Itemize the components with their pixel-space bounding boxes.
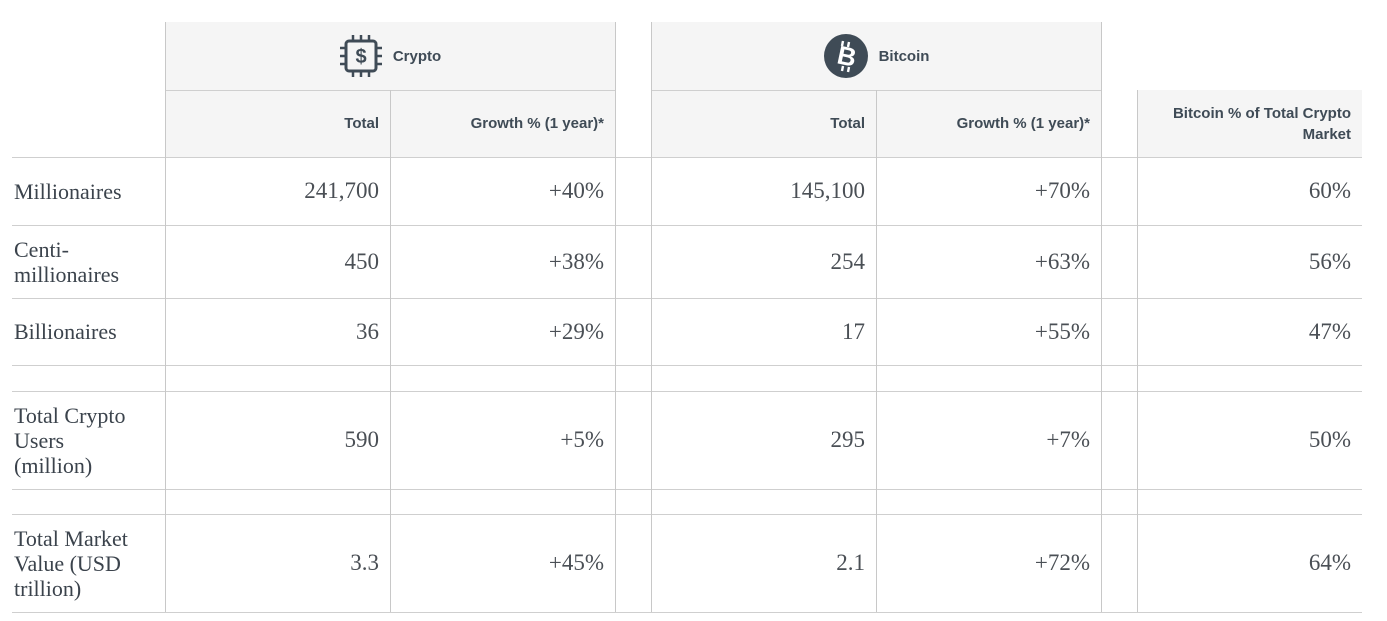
table-cell: +70% [1034,178,1090,203]
crypto-group-title: $ Crypto [165,22,615,90]
table-cell: 17 [842,318,865,344]
bitcoin-group-title: B Bitcoin [651,22,1101,90]
bitcoin-icon: B [823,33,869,79]
table-cell: 50% [1308,427,1351,452]
table-cell: 254 [830,248,866,274]
col-bitcoin-share: Bitcoin % of Total Crypto Market [1172,104,1351,143]
divider [12,157,1362,158]
table-cell: 47% [1308,318,1351,344]
table-cell: 56% [1308,248,1351,274]
table-cell: +5% [560,427,604,452]
col-crypto-growth: Growth % (1 year)* [470,115,604,132]
chip-dollar-icon: $ [339,34,383,78]
divider [12,298,1362,299]
divider [12,489,1362,490]
divider [12,612,1362,613]
table-cell: +45% [548,550,604,575]
table-cell: 64% [1308,550,1351,575]
svg-text:$: $ [355,46,366,68]
divider [876,90,877,612]
row-label: Centi-millionaires [14,236,120,287]
table-cell: 295 [830,427,866,452]
table-cell: 2.1 [836,550,865,575]
table-cell: +38% [548,248,604,274]
table-cell: 3.3 [350,550,379,575]
divider [12,225,1362,226]
table-cell: +7% [1046,427,1090,452]
col-crypto-total: Total [344,115,379,132]
divider [1101,22,1102,612]
share-column-header-bg [1137,90,1362,157]
table-cell: 590 [344,427,380,452]
divider [390,90,391,612]
table-cell: 450 [344,248,380,274]
divider [615,22,616,612]
table-cell: 145,100 [790,178,865,203]
table-cell: +40% [548,178,604,203]
table-cell: +63% [1034,248,1090,274]
divider [165,22,166,612]
row-label: Total Market Value (USD trillion) [14,525,128,601]
row-label: Billionaires [14,319,117,344]
row-label: Total Crypto Users (million) [14,402,126,478]
table-cell: 241,700 [304,178,379,203]
divider [12,391,1362,392]
table-cell: 60% [1308,178,1351,203]
table-cell: +55% [1034,318,1090,344]
table-cell: 36 [356,318,379,344]
divider [651,22,652,612]
table-cell: +72% [1034,550,1090,575]
row-label: Millionaires [14,178,122,204]
crypto-group-label: Crypto [392,47,442,65]
divider [12,514,1362,515]
bitcoin-group-label: Bitcoin [878,47,930,65]
col-bitcoin-growth: Growth % (1 year)* [956,115,1090,132]
col-bitcoin-total: Total [830,115,865,132]
divider [1137,90,1138,612]
divider [12,365,1362,366]
table-cell: +29% [548,318,604,344]
